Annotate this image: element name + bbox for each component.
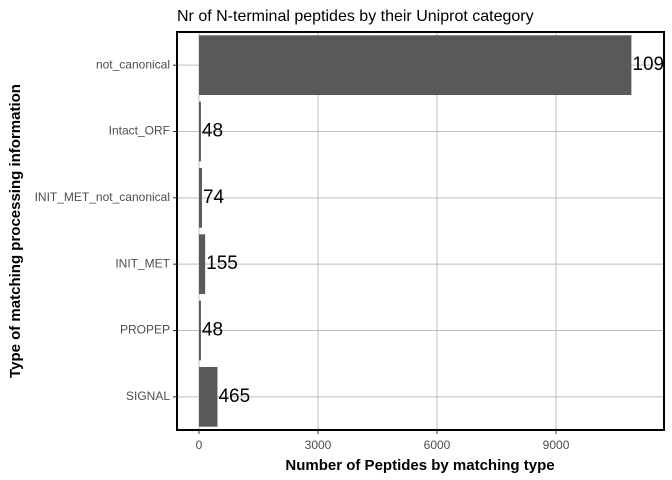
y-axis-label: Type of matching processing information	[7, 84, 24, 378]
y-tick-label: Intact_ORF	[109, 124, 170, 138]
x-tick-label: 0	[196, 438, 203, 452]
data-label: 155	[206, 253, 238, 274]
panel-border	[176, 31, 665, 431]
data-label: 465	[218, 386, 250, 407]
bar	[199, 366, 218, 427]
x-tick-label: 9000	[543, 438, 570, 452]
data-label: 48	[202, 320, 223, 341]
bar	[199, 35, 632, 96]
y-tick-label: INIT_MET	[115, 256, 170, 270]
y-tick-label: PROPEP	[120, 323, 170, 337]
y-tick-label: SIGNAL	[126, 389, 170, 403]
data-label: 74	[203, 187, 225, 208]
x-tick-label: 3000	[305, 438, 332, 452]
chart-title: Nr of N-terminal peptides by their Unipr…	[177, 8, 534, 25]
data-label: 10900	[632, 54, 672, 75]
bar	[199, 167, 202, 228]
x-tick-label: 6000	[424, 438, 451, 452]
y-tick-label: INIT_MET_not_canonical	[35, 190, 170, 204]
data-label: 48	[202, 121, 223, 142]
bar	[199, 300, 201, 361]
bar	[199, 101, 201, 162]
bar	[199, 234, 206, 295]
x-axis-label: Number of Peptides by matching type	[285, 457, 554, 474]
plot-area: 10900 48 74 155 48 465	[199, 35, 672, 427]
y-tick-label: not_canonical	[96, 57, 170, 71]
